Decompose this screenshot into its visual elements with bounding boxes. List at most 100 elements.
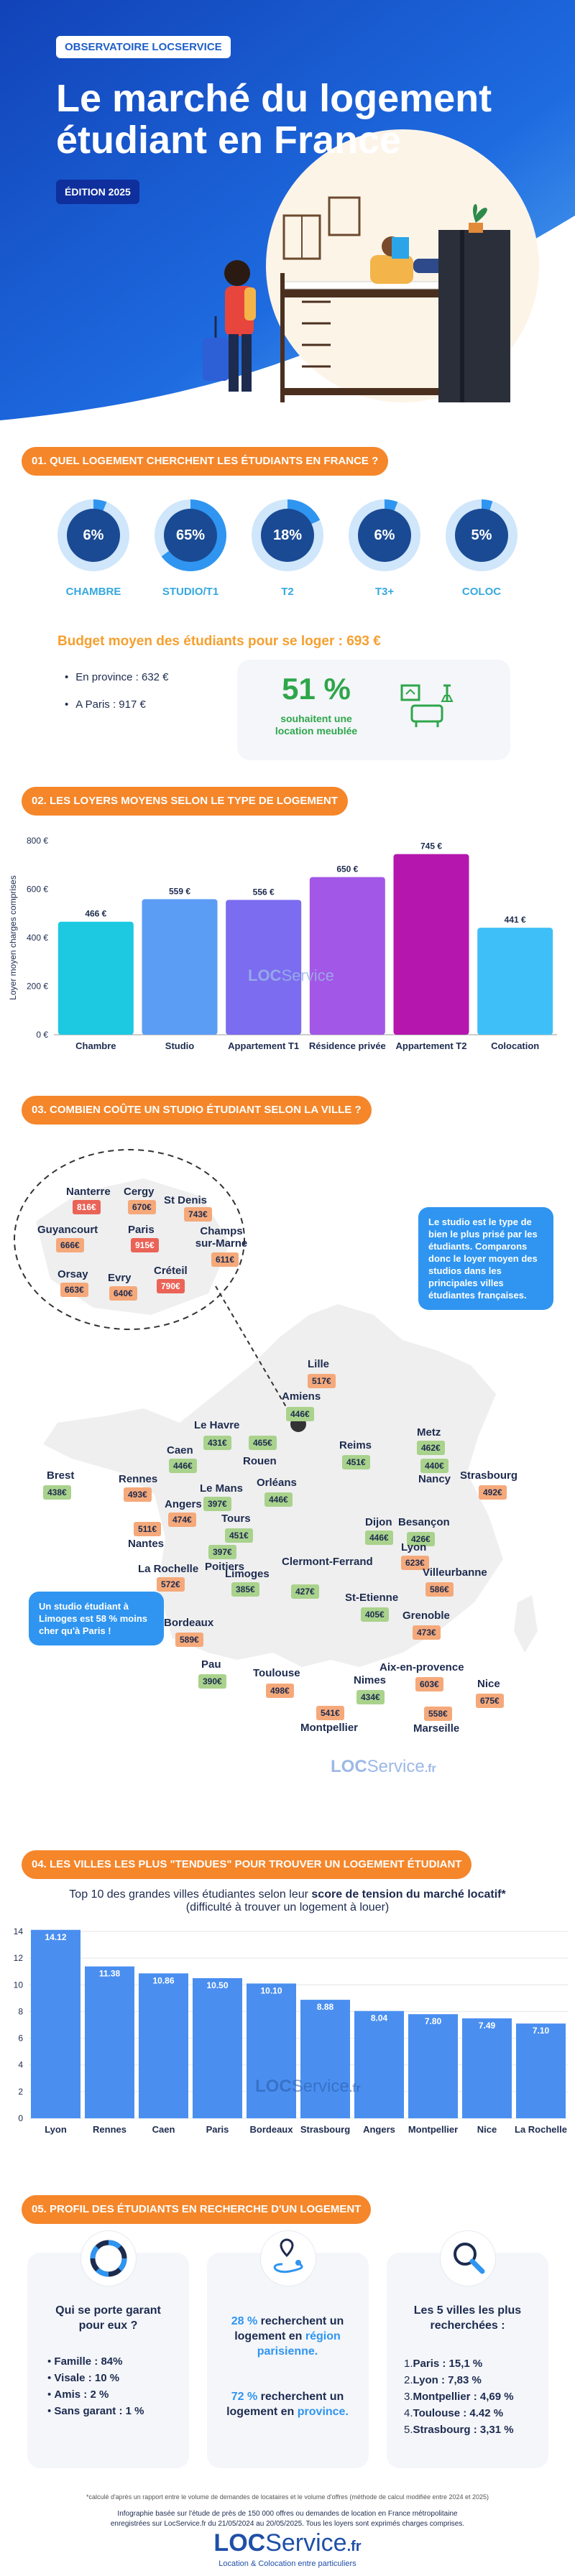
- city-price-badge: 451€: [225, 1528, 253, 1543]
- guarantor-title: Qui se porte garant pour eux ?: [55, 2304, 161, 2332]
- city-price-badge: 438€: [43, 1485, 71, 1500]
- tension-city-label: Nice: [477, 2124, 497, 2135]
- footer-logo-loc: LOC: [213, 2529, 266, 2557]
- city-price-badge: 790€: [157, 1279, 185, 1293]
- guarantor-list: • Famille : 84% • Visale : 10 % • Amis : 2…: [47, 2353, 144, 2419]
- city-price-badge: 397€: [208, 1545, 236, 1559]
- city-name: Orléans: [257, 1477, 297, 1489]
- city-name: Orsay: [58, 1268, 88, 1280]
- budget-paris-text: A Paris : 917 €: [75, 698, 146, 711]
- section-2-header: 02. LES LOYERS MOYENS SELON LE TYPE DE L…: [22, 787, 348, 816]
- tension-chart: 0 2 4 6 8 10 12 14 14.12 Lyon 11.38 Rennes 10.86 Caen…: [14, 1926, 568, 2135]
- rent-bar-value: 650 €: [336, 864, 358, 874]
- city-name: Strasbourg: [460, 1469, 518, 1482]
- rent-bar: [58, 921, 134, 1035]
- top-city-name: Strasbourg: [413, 2424, 471, 2436]
- city-name: Dijon: [365, 1516, 392, 1528]
- guarantor-item: • Amis : 2 %: [47, 2388, 109, 2401]
- city-name: Rennes: [119, 1473, 158, 1485]
- city-price-badge: 492€: [479, 1485, 507, 1500]
- city-name: Pau: [201, 1658, 221, 1671]
- y-tick-label: 8: [18, 2006, 23, 2016]
- y-tick-label: 0 €: [36, 1030, 48, 1040]
- city-price-badge: 663€: [60, 1283, 88, 1297]
- rent-bar-value: 466 €: [85, 909, 106, 919]
- city-price-badge: 465€: [249, 1436, 277, 1450]
- city-price-badge: 434€: [356, 1690, 385, 1704]
- footer-logo-fr: .fr: [346, 2539, 362, 2554]
- tension-bar: [462, 2018, 512, 2118]
- top-cities-list: 1.Paris : 15,1 % 2.Lyon : 7,83 % 3.Montpel…: [404, 2355, 514, 2438]
- furnished-text: souhaitent une location meublée: [259, 713, 374, 737]
- guarantor-share: : 2 %: [80, 2388, 109, 2401]
- tension-bar: [193, 1978, 242, 2118]
- ring-coloc: 5%: [446, 499, 518, 571]
- y-tick-label: 6: [18, 2033, 23, 2044]
- region-card: [207, 2253, 369, 2468]
- rent-bar-value: 556 €: [253, 887, 275, 897]
- page-title: Le marché du logement étudiant en France: [56, 78, 559, 161]
- tension-bar-value: 7.10: [533, 2026, 550, 2036]
- city-name: Nanterre: [66, 1186, 111, 1198]
- rent-bar: [309, 877, 385, 1035]
- ring-value: 5%: [455, 509, 508, 562]
- tension-bar: [139, 1973, 188, 2118]
- region-province-text: recherchent un logement en: [226, 2391, 344, 2418]
- source-line-1: Infographie basée sur l'étude de près de…: [117, 2510, 458, 2518]
- studio-info-box: Le studio est le type de bien le plus pr…: [418, 1207, 553, 1310]
- top-city-share: : 3,31 %: [470, 2424, 514, 2436]
- city-price-badge: 586€: [426, 1582, 454, 1597]
- top-city-rank: 4.: [404, 2407, 413, 2419]
- city-name: Reims: [339, 1439, 372, 1451]
- city-price-badge: 623€: [401, 1556, 429, 1570]
- y-tick-label: 12: [14, 1953, 24, 1963]
- tension-city-label: Rennes: [93, 2124, 126, 2135]
- top-city-rank: 3.: [404, 2391, 413, 2403]
- city-name: Clermont-Ferrand: [282, 1556, 373, 1568]
- observatory-tag: OBSERVATOIRE LOCSERVICE: [56, 36, 231, 58]
- top-cities-title: Les 5 villes les plus recherchées :: [413, 2304, 522, 2332]
- tension-bar: [85, 1966, 134, 2118]
- city-name: Aix-en-provence: [380, 1661, 464, 1674]
- limoges-info-box: Un studio étudiant à Limoges est 58 % mo…: [29, 1592, 164, 1645]
- map-watermark-loc: LOC: [331, 1757, 367, 1776]
- tension-bar: [354, 2011, 404, 2118]
- tension-watermark-loc: LOC: [255, 2077, 292, 2096]
- top-city-item: 5.Strasbourg : 3,31 %: [404, 2422, 514, 2438]
- tension-bar-value: 10.50: [206, 1980, 228, 1990]
- tension-watermark: LOCService.fr: [255, 2077, 361, 2097]
- budget-province: • En province : 632 €: [65, 671, 169, 683]
- top-city-item: 2.Lyon : 7,83 %: [404, 2372, 514, 2388]
- rent-bar: [393, 854, 469, 1035]
- tension-bar-value: 10.86: [152, 1975, 174, 1985]
- region-paris-name: région parisienne.: [257, 2330, 341, 2358]
- top-city-item: 3.Montpellier : 4,69 %: [404, 2388, 514, 2405]
- footnote: *calculé d'après un rapport entre le vol…: [86, 2493, 489, 2501]
- top-city-name: Toulouse: [413, 2407, 461, 2419]
- rent-bar-value: 559 €: [169, 886, 190, 896]
- city-name: Lyon: [401, 1541, 427, 1554]
- city-price-badge: 493€: [124, 1487, 152, 1502]
- top-city-rank: 2.: [404, 2374, 413, 2386]
- tension-bar: [300, 2000, 350, 2118]
- city-price-badge: 915€: [131, 1238, 159, 1252]
- top-city-share: : 15,1 %: [439, 2358, 483, 2370]
- city-name: St Denis: [164, 1194, 208, 1206]
- city-name: Tours: [221, 1513, 251, 1525]
- top-city-share: : 4.42 %: [460, 2407, 504, 2419]
- top-city-item: 4.Toulouse : 4.42 %: [404, 2405, 514, 2422]
- budget-title: Budget moyen des étudiants pour se loger…: [58, 634, 381, 649]
- hero-banner: OBSERVATOIRE LOCSERVICE Le marché du log…: [0, 0, 575, 438]
- region-paris-text: recherchent un logement en: [234, 2315, 344, 2342]
- city-price-badge: 405€: [361, 1607, 389, 1622]
- rent-bar-value: 745 €: [420, 841, 442, 851]
- city-name: Evry: [108, 1272, 132, 1284]
- guarantor-item: • Famille : 84%: [47, 2355, 123, 2368]
- city-name: Villeurbanne: [423, 1566, 487, 1579]
- tension-subtitle-line-2: (difficulté à trouver un logement à loue…: [185, 1901, 390, 1913]
- city-name: Bordeaux: [164, 1617, 214, 1629]
- map-watermark-fr: .fr: [424, 1763, 436, 1775]
- guarantor-share: : 1 %: [116, 2405, 144, 2417]
- guarantor-item: • Sans garant : 1 %: [47, 2405, 144, 2417]
- ring-label: T3+: [374, 586, 395, 598]
